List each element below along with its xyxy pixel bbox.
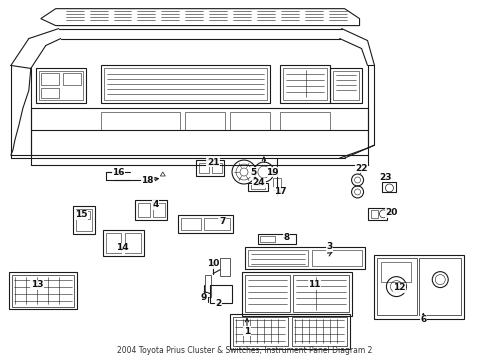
Text: 5: 5 (249, 167, 256, 176)
Text: 3: 3 (326, 242, 332, 251)
Bar (260, 236, 274, 242)
Bar (272, 178, 280, 190)
Text: 22: 22 (355, 163, 367, 172)
Text: 12: 12 (392, 283, 405, 292)
Bar (138, 203, 150, 217)
Text: 10: 10 (206, 259, 219, 268)
Bar (41, 88, 59, 98)
Bar (76, 209, 91, 231)
Bar (153, 203, 165, 217)
Text: 18: 18 (141, 176, 153, 185)
Bar (203, 218, 229, 230)
Bar (250, 185, 264, 189)
Bar (73, 206, 94, 234)
Bar (12, 275, 74, 306)
Text: 15: 15 (75, 210, 88, 219)
Bar (220, 258, 229, 276)
Bar (419, 258, 460, 315)
Bar (185, 112, 224, 130)
Bar (229, 315, 349, 349)
Bar (199, 163, 209, 173)
Bar (101, 112, 180, 130)
Text: 17: 17 (273, 188, 285, 197)
Bar (279, 66, 329, 103)
Bar (196, 160, 224, 176)
Bar (103, 68, 266, 100)
Text: 2: 2 (215, 299, 221, 308)
Bar (258, 234, 295, 244)
Text: 14: 14 (116, 243, 128, 252)
Text: 6: 6 (419, 315, 426, 324)
Bar (229, 112, 269, 130)
Bar (382, 182, 396, 192)
Bar (381, 262, 410, 282)
Bar (9, 272, 77, 310)
Bar (178, 215, 233, 233)
Bar (36, 68, 85, 103)
Bar (282, 68, 326, 100)
Text: 21: 21 (206, 158, 219, 167)
Bar (332, 71, 358, 100)
Bar (367, 208, 386, 220)
Bar (247, 250, 307, 266)
Bar (210, 285, 232, 302)
Text: 20: 20 (385, 208, 397, 217)
Bar (233, 318, 287, 346)
Bar (102, 230, 144, 256)
Bar (377, 258, 416, 315)
Text: 24: 24 (252, 179, 264, 188)
Bar (242, 272, 351, 316)
Text: 8: 8 (283, 233, 289, 242)
Bar (244, 247, 364, 269)
Bar (292, 275, 348, 312)
Bar (279, 112, 329, 130)
Bar (212, 163, 222, 173)
Bar (247, 183, 267, 191)
Bar (244, 275, 289, 312)
Text: 7: 7 (219, 217, 225, 226)
Bar (374, 255, 463, 319)
Bar (311, 250, 361, 266)
Bar (62, 73, 81, 85)
Bar (329, 68, 361, 103)
Text: 16: 16 (112, 167, 124, 176)
Bar (135, 200, 167, 220)
Text: 4: 4 (152, 201, 158, 210)
Bar (125, 233, 141, 253)
Bar (78, 211, 89, 219)
Text: 1: 1 (244, 327, 249, 336)
Bar (101, 66, 269, 103)
Text: 11: 11 (308, 280, 320, 289)
Bar (291, 318, 346, 346)
Bar (39, 71, 82, 100)
Text: 13: 13 (30, 280, 43, 289)
Text: 19: 19 (265, 167, 278, 176)
Bar (370, 210, 378, 218)
Bar (41, 73, 59, 85)
Bar (205, 275, 211, 297)
Bar (181, 218, 201, 230)
Bar (105, 233, 121, 253)
Text: 9: 9 (201, 293, 207, 302)
Text: 2004 Toyota Prius Cluster & Switches, Instrument Panel Diagram 2: 2004 Toyota Prius Cluster & Switches, In… (117, 346, 371, 355)
Text: 23: 23 (378, 172, 391, 181)
